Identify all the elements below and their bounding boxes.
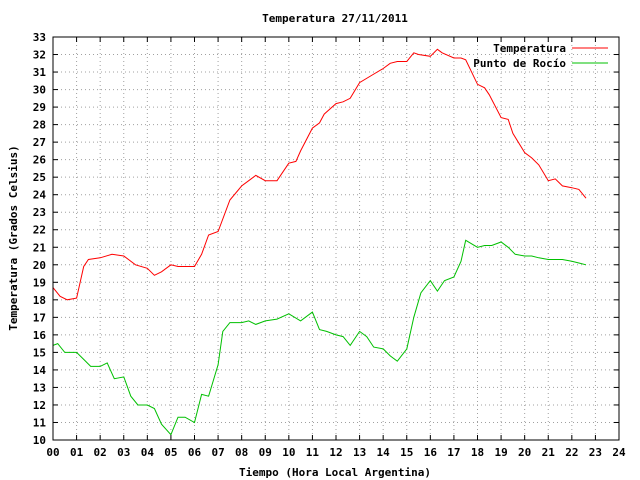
y-tick-label: 27: [33, 136, 46, 149]
y-tick-label: 13: [33, 381, 46, 394]
y-tick-label: 21: [33, 241, 47, 254]
y-tick-label: 32: [33, 49, 46, 62]
legend: Temperatura Punto de Rocío: [473, 42, 608, 70]
y-tick-label: 11: [33, 416, 47, 429]
x-tick-label: 06: [188, 446, 202, 459]
series-line-temperatura: [52, 48, 587, 301]
y-tick-label: 19: [33, 276, 46, 289]
x-tick-label: 04: [141, 446, 155, 459]
y-axis: 10 11 12 13 14 15 16 17 18 19 20 21 22 23 24 25 26 27 28 29…: [33, 31, 619, 447]
y-axis-label: Temperatura (Grados Celsius): [7, 145, 20, 330]
y-tick-label: 29: [33, 101, 46, 114]
y-tick-label: 18: [33, 294, 46, 307]
y-tick-label: 33: [33, 31, 46, 44]
x-tick-label: 22: [565, 446, 578, 459]
x-tick-label: 08: [235, 446, 248, 459]
x-tick-label: 15: [400, 446, 413, 459]
x-tick-label: 13: [353, 446, 366, 459]
x-tick-label: 07: [211, 446, 224, 459]
chart-title: Temperatura 27/11/2011: [262, 12, 408, 25]
y-tick-label: 25: [33, 171, 46, 184]
y-tick-label: 10: [33, 434, 46, 447]
x-tick-label: 18: [471, 446, 484, 459]
grid-lines: [53, 37, 619, 440]
x-axis: 00 01 02 03 04 05 06 07 08 09 10 11 12 13 14 15 16 17 18 19…: [46, 37, 626, 459]
x-tick-label: 09: [259, 446, 272, 459]
x-tick-label: 19: [494, 446, 507, 459]
x-axis-label: Tiempo (Hora Local Argentina): [239, 466, 431, 479]
y-tick-label: 12: [33, 399, 46, 412]
y-tick-label: 22: [33, 224, 46, 237]
y-tick-label: 28: [33, 119, 46, 132]
y-tick-label: 16: [33, 329, 47, 342]
y-tick-label: 24: [33, 189, 47, 202]
x-tick-label: 20: [518, 446, 531, 459]
legend-label: Temperatura: [493, 42, 566, 55]
y-tick-label: 15: [33, 346, 46, 359]
x-tick-label: 11: [306, 446, 320, 459]
y-tick-label: 20: [33, 259, 46, 272]
x-tick-label: 00: [46, 446, 59, 459]
x-tick-label: 05: [164, 446, 177, 459]
y-tick-label: 26: [33, 154, 47, 167]
x-tick-label: 21: [542, 446, 556, 459]
x-tick-label: 17: [447, 446, 460, 459]
x-tick-label: 02: [94, 446, 107, 459]
y-tick-label: 23: [33, 206, 46, 219]
x-tick-label: 23: [589, 446, 602, 459]
legend-label: Punto de Rocío: [473, 57, 566, 70]
x-tick-label: 10: [282, 446, 295, 459]
y-tick-label: 30: [33, 84, 46, 97]
x-tick-label: 14: [377, 446, 391, 459]
x-tick-label: 03: [117, 446, 130, 459]
x-tick-label: 24: [612, 446, 626, 459]
y-tick-label: 31: [33, 66, 47, 79]
series-layer: [52, 48, 587, 436]
series-line-punto-de-rocio: [52, 239, 587, 436]
x-tick-label: 01: [70, 446, 84, 459]
x-tick-label: 12: [329, 446, 342, 459]
x-tick-label: 16: [424, 446, 438, 459]
y-tick-label: 14: [33, 364, 47, 377]
y-tick-label: 17: [33, 311, 46, 324]
